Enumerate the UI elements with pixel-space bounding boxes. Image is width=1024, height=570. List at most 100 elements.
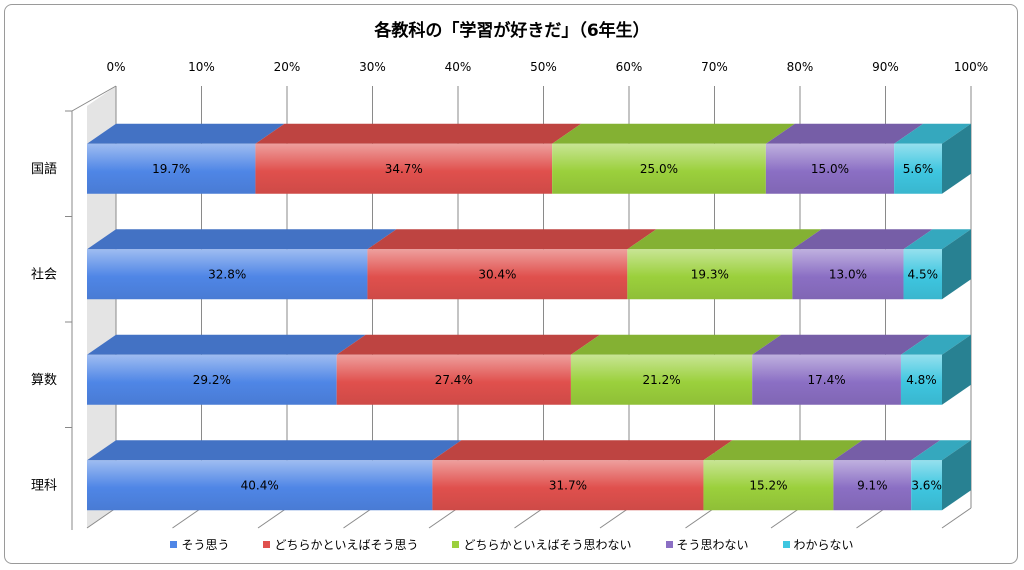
bar-3-2 — [703, 460, 834, 511]
gridline-floor — [172, 507, 202, 529]
legend: そう思う どちらかといえばそう思う どちらかといえばそう思わない そう思わない わからな… — [0, 536, 1024, 553]
bar-top-0-3 — [765, 123, 924, 144]
legend-label: そう思わない — [676, 538, 749, 552]
x-tick-label: 10% — [188, 60, 215, 74]
x-tick-label: 0% — [106, 60, 125, 74]
bar-end-side-0 — [942, 123, 971, 194]
bar-top-3-4 — [911, 440, 971, 461]
bar-1-1 — [367, 249, 628, 300]
gridline-floor — [514, 507, 544, 529]
x-tick-label: 30% — [359, 60, 386, 74]
legend-item: わからない — [782, 536, 854, 553]
gridline-floor — [856, 507, 886, 529]
bar-top-2-4 — [900, 334, 971, 355]
bar-top-3-3 — [833, 440, 941, 461]
data-label: 9.1% — [857, 478, 888, 492]
x-tick-label: 90% — [872, 60, 899, 74]
bar-1-3 — [792, 249, 904, 300]
data-label: 21.2% — [642, 373, 680, 387]
bar-2-3 — [752, 354, 901, 405]
bar-1-0 — [87, 249, 368, 300]
bar-0-0 — [87, 143, 256, 194]
x-tick-label: 40% — [445, 60, 472, 74]
gridline-floor — [770, 507, 801, 529]
data-label: 32.8% — [208, 267, 246, 281]
x-tick-label: 100% — [954, 60, 988, 74]
bar-0-3 — [765, 143, 895, 194]
legend-label: どちらかといえばそう思う — [274, 538, 419, 552]
x-tick-label: 70% — [701, 60, 728, 74]
y-tick-label: 社会 — [31, 266, 57, 282]
bar-end-side-3 — [942, 440, 971, 511]
gridline-floor — [599, 507, 630, 529]
bar-end-side-2 — [942, 334, 971, 405]
bar-top-2-1 — [336, 334, 600, 355]
data-label: 40.4% — [241, 478, 279, 492]
legend-label: そう思う — [181, 538, 230, 552]
bar-top-0-4 — [894, 123, 971, 144]
bar-2-0 — [87, 354, 337, 405]
data-label: 13.0% — [829, 267, 867, 281]
legend-swatch — [782, 541, 790, 548]
bar-2-2 — [570, 354, 753, 405]
legend-swatch — [263, 541, 271, 548]
bar-2-1 — [336, 354, 571, 405]
bar-3-4 — [911, 460, 942, 511]
bar-top-1-4 — [903, 229, 971, 250]
data-label: 15.2% — [749, 478, 787, 492]
bar-0-2 — [552, 143, 766, 194]
data-label: 34.7% — [385, 162, 423, 176]
legend-swatch — [170, 541, 178, 548]
gridline-floor — [86, 507, 117, 529]
side-wall — [87, 86, 116, 528]
x-tick-label: 80% — [787, 60, 814, 74]
data-label: 4.8% — [906, 373, 937, 387]
data-label: 4.5% — [908, 267, 939, 281]
data-label: 27.4% — [435, 373, 473, 387]
category-axis-depth-line — [71, 85, 117, 112]
bar-top-0-0 — [87, 123, 285, 144]
x-tick-label: 20% — [274, 60, 301, 74]
chart-title: 各教科の「学習が好きだ」（6年生） — [374, 21, 650, 41]
bar-top-1-0 — [87, 229, 397, 250]
bar-top-1-2 — [627, 229, 822, 250]
bar-end-side-1 — [942, 229, 971, 300]
data-label: 31.7% — [549, 478, 587, 492]
bar-top-2-3 — [752, 334, 930, 355]
bar-0-1 — [255, 143, 553, 194]
chart-plot: 0% 10% 20% 30% 40% 50% 60% 70% 80% 90% 100% 国語社会算数理… — [31, 60, 988, 530]
legend-item: どちらかといえばそう思う — [263, 536, 418, 553]
gridline-floor — [941, 507, 972, 529]
data-label: 30.4% — [478, 267, 516, 281]
legend-swatch — [665, 541, 673, 548]
bar-2-4 — [900, 354, 942, 405]
bar-top-1-3 — [792, 229, 933, 250]
data-label: 3.6% — [911, 478, 942, 492]
bar-top-3-0 — [87, 440, 462, 461]
legend-item: そう思う — [170, 536, 229, 553]
bar-top-3-1 — [432, 440, 733, 461]
data-label: 19.7% — [152, 162, 190, 176]
gridline-floor — [685, 507, 715, 529]
data-label: 25.0% — [640, 162, 678, 176]
bar-top-0-2 — [552, 123, 795, 144]
gridline-floor — [428, 507, 459, 529]
y-tick-label: 理科 — [31, 478, 57, 493]
gridline-floor — [343, 507, 373, 529]
bar-1-4 — [903, 249, 942, 300]
legend-label: わからない — [793, 538, 854, 552]
data-label: 29.2% — [193, 373, 231, 387]
gridline-floor — [257, 507, 288, 529]
legend-item: どちらかといえばそう思わない — [452, 536, 632, 553]
x-tick-label: 60% — [616, 60, 643, 74]
data-label: 15.0% — [811, 162, 849, 176]
y-tick-label: 算数 — [31, 373, 57, 388]
bar-top-2-2 — [570, 334, 782, 355]
bar-0-4 — [894, 143, 942, 194]
legend-item: そう思わない — [665, 536, 749, 553]
bar-3-1 — [432, 460, 704, 511]
bar-top-1-1 — [367, 229, 657, 250]
legend-swatch — [452, 541, 460, 548]
bar-3-0 — [87, 460, 433, 511]
bar-top-0-1 — [255, 123, 582, 144]
